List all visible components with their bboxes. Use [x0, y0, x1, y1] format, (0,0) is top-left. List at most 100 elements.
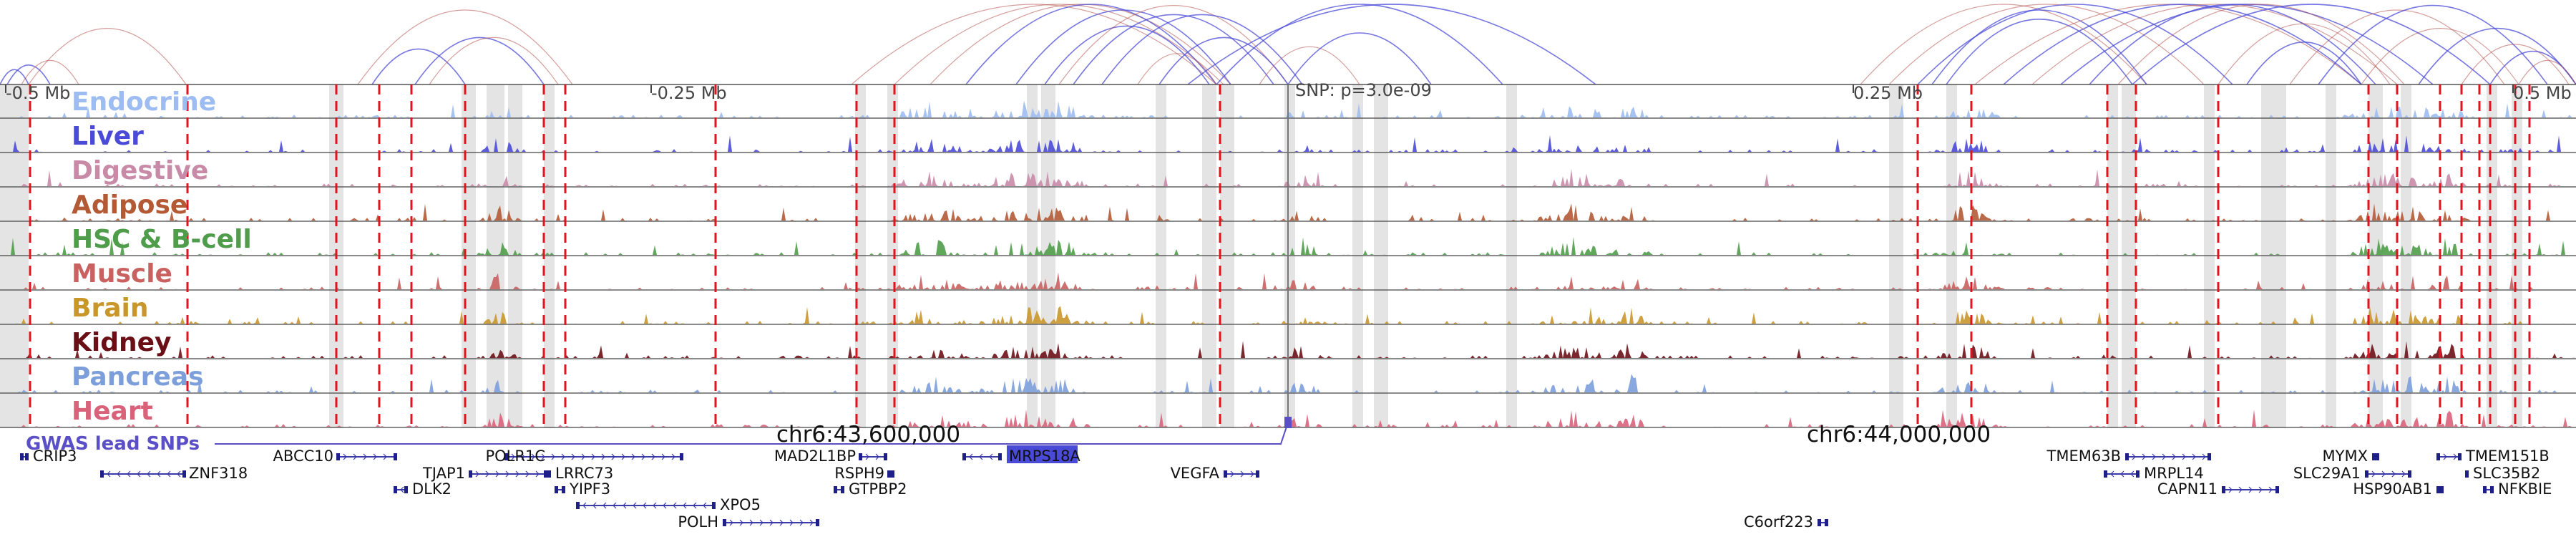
strand-arrow — [799, 519, 804, 526]
gene-vegfa[interactable]: VEGFA — [1171, 465, 1259, 482]
coordinate-axis: -0.5 Mb -0.25 Mb 0.25 Mb 0.5 Mb SNP: p=3.0e-… — [5, 80, 2572, 428]
exon-block — [2136, 470, 2140, 478]
chromatin-loop — [1946, 19, 2133, 85]
exon-block — [547, 470, 551, 478]
gene-rsph9[interactable]: RSPH9 — [834, 465, 894, 482]
strand-arrow — [495, 470, 499, 478]
strand-arrow — [2202, 453, 2206, 460]
highlight-band — [1889, 84, 1903, 428]
strand-arrow — [525, 470, 530, 478]
gene-dlk2[interactable]: DLK2 — [394, 480, 452, 498]
strand-arrow — [373, 453, 377, 460]
chromatin-loop — [1931, 9, 2147, 85]
chromatin-loop — [1137, 53, 1217, 85]
snp-annotation: SNP: p=3.0e-09 — [1295, 80, 1432, 100]
strand-arrow — [591, 453, 595, 460]
gene-label: MRPL14 — [2144, 465, 2204, 482]
strand-arrow — [400, 486, 404, 493]
gene-tmem63b[interactable]: TMEM63B — [2046, 448, 2211, 465]
strand-arrow — [989, 453, 993, 460]
strand-arrow — [485, 470, 489, 478]
chromatin-loop — [930, 4, 1231, 85]
strand-arrow — [353, 453, 357, 460]
strand-arrow — [651, 453, 655, 460]
gene-nfkbie[interactable]: NFKBIE — [2483, 480, 2552, 498]
gene-highlight-box — [1007, 445, 1078, 463]
gene-mymx[interactable]: MYMX — [2323, 448, 2379, 465]
strand-arrow — [582, 502, 587, 509]
strand-arrow — [661, 453, 665, 460]
exon-block — [2207, 453, 2211, 460]
gene-yipf3[interactable]: YIPF3 — [555, 480, 610, 498]
gene-c6orf223[interactable]: C6orf223 — [1744, 513, 1828, 531]
highlight-band — [2261, 84, 2272, 428]
gene-mrps18a[interactable]: MRPS18A — [962, 445, 1080, 465]
exon-block — [100, 470, 104, 478]
strand-arrow — [613, 502, 617, 509]
gene-label: LRRC73 — [555, 465, 613, 482]
exon-block — [2125, 453, 2129, 460]
gene-mad2l1bp[interactable]: MAD2L1BP — [774, 448, 887, 465]
gene-tmem151b[interactable]: TMEM151B — [2436, 448, 2550, 465]
chromatin-loop — [894, 4, 1224, 85]
exon-block — [394, 453, 397, 460]
exon-block — [998, 453, 1002, 460]
gene-abcc10[interactable]: ABCC10 — [273, 448, 397, 465]
strand-arrow — [167, 470, 171, 478]
gene-slc35b2[interactable]: SLC35B2 — [2465, 465, 2540, 482]
chromatin-loop — [1073, 14, 1274, 85]
dashed-marker-lines-layer — [29, 84, 2531, 428]
exon-block — [962, 453, 966, 460]
gene-slc29a1[interactable]: SLC29A1 — [2293, 465, 2411, 482]
gene-label: ZNF318 — [189, 465, 248, 482]
gene-label: POLR1C — [485, 448, 545, 465]
gene-hsp90ab1[interactable]: HSP90AB1 — [2353, 480, 2444, 498]
exon-block — [2458, 453, 2462, 460]
exon-block — [555, 486, 558, 493]
strand-arrow — [693, 502, 697, 509]
gwas-lead-snps: GWAS lead SNPs — [26, 417, 1292, 455]
gene-polr1c[interactable]: POLR1C — [485, 448, 683, 465]
gene-capn11[interactable]: CAPN11 — [2157, 480, 2279, 498]
strand-arrow — [2258, 486, 2263, 493]
strand-arrow — [789, 519, 794, 526]
gene-label: TJAP1 — [422, 465, 465, 482]
strand-arrow — [127, 470, 131, 478]
gene-crip3[interactable]: CRIP3 — [20, 448, 77, 465]
gene-lrrc73[interactable]: LRRC73 — [544, 465, 613, 482]
highlight-band — [2401, 84, 2411, 428]
gene-znf318[interactable]: ZNF318 — [100, 465, 248, 482]
chromatin-loop — [1058, 5, 1289, 85]
gene-label: MAD2L1BP — [774, 448, 856, 465]
gene-label: SLC35B2 — [2473, 465, 2540, 482]
strand-arrow — [1240, 470, 1244, 478]
strand-arrow — [671, 453, 675, 460]
gene-mrpl14[interactable]: MRPL14 — [2104, 465, 2204, 482]
strand-arrow — [673, 502, 677, 509]
gene-gtpbp2[interactable]: GTPBP2 — [834, 480, 907, 498]
chromatin-loop — [2289, 9, 2505, 85]
exon-block — [2436, 453, 2440, 460]
strand-arrow — [759, 519, 763, 526]
strand-arrow — [631, 453, 635, 460]
strand-arrow — [541, 453, 545, 460]
exon-block — [891, 470, 894, 478]
gene-polh[interactable]: POLH — [678, 513, 819, 531]
exon-block — [182, 470, 186, 478]
strand-arrow — [749, 519, 753, 526]
exon-block — [1825, 519, 1828, 526]
exon-block — [404, 486, 408, 493]
highlight-band — [1027, 84, 1038, 428]
strand-arrow — [383, 453, 387, 460]
gene-label: CAPN11 — [2157, 480, 2218, 498]
highlight-band — [2122, 84, 2136, 428]
strand-arrow — [683, 502, 687, 509]
gene-xpo5[interactable]: XPO5 — [576, 496, 761, 513]
gene-label: HSP90AB1 — [2353, 480, 2432, 498]
gene-tjap1[interactable]: TJAP1 — [422, 465, 551, 482]
highlight-band — [1041, 84, 1055, 428]
chromatin-loop — [1015, 9, 1231, 85]
strand-arrow — [601, 453, 605, 460]
strand-arrow — [623, 502, 627, 509]
